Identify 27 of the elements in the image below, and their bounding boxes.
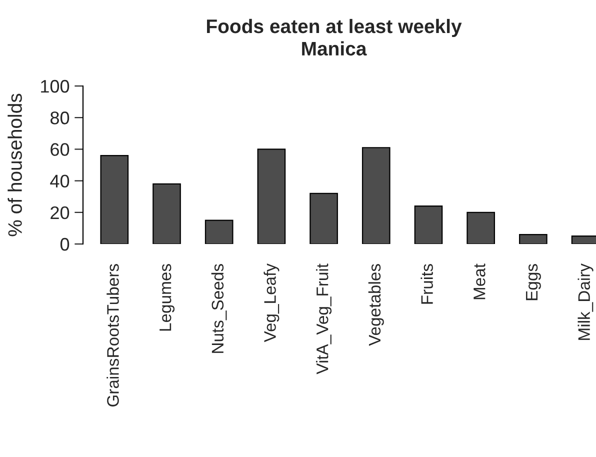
y-tick-label: 60 (50, 143, 70, 156)
x-tick-label: VitA_Veg_Fruit (316, 264, 332, 374)
x-tick-label: Milk_Dairy (578, 263, 594, 340)
x-tick-label: Vegetables (368, 264, 384, 346)
y-tick-label: 0 (60, 238, 70, 251)
y-axis-title: % of households (8, 94, 22, 236)
bar (310, 192, 338, 244)
y-tick-label: 100 (41, 80, 70, 93)
chart-title: Foods eaten at least weekly Manica (207, 18, 462, 56)
bar (414, 206, 443, 244)
x-tick-label: Legumes (160, 264, 175, 331)
x-tick-label: Fruits (420, 264, 433, 304)
x-tick-label: Veg_Leafy (264, 263, 280, 342)
y-tick-label: 20 (50, 206, 70, 220)
x-tick-label: Meat (474, 264, 486, 300)
bar (466, 212, 495, 244)
x-tick-label: Nuts_Seeds (211, 264, 227, 353)
y-tick-label: 80 (50, 112, 70, 124)
x-tick-label: Eggs (526, 264, 541, 300)
bar (204, 220, 234, 244)
bar (362, 147, 390, 244)
y-tick-label: 40 (50, 174, 70, 188)
bar (257, 148, 286, 244)
x-tick-label: GrainsRootsTubers (106, 264, 119, 406)
bar (152, 183, 181, 244)
bar (519, 234, 548, 244)
bar (100, 154, 129, 244)
